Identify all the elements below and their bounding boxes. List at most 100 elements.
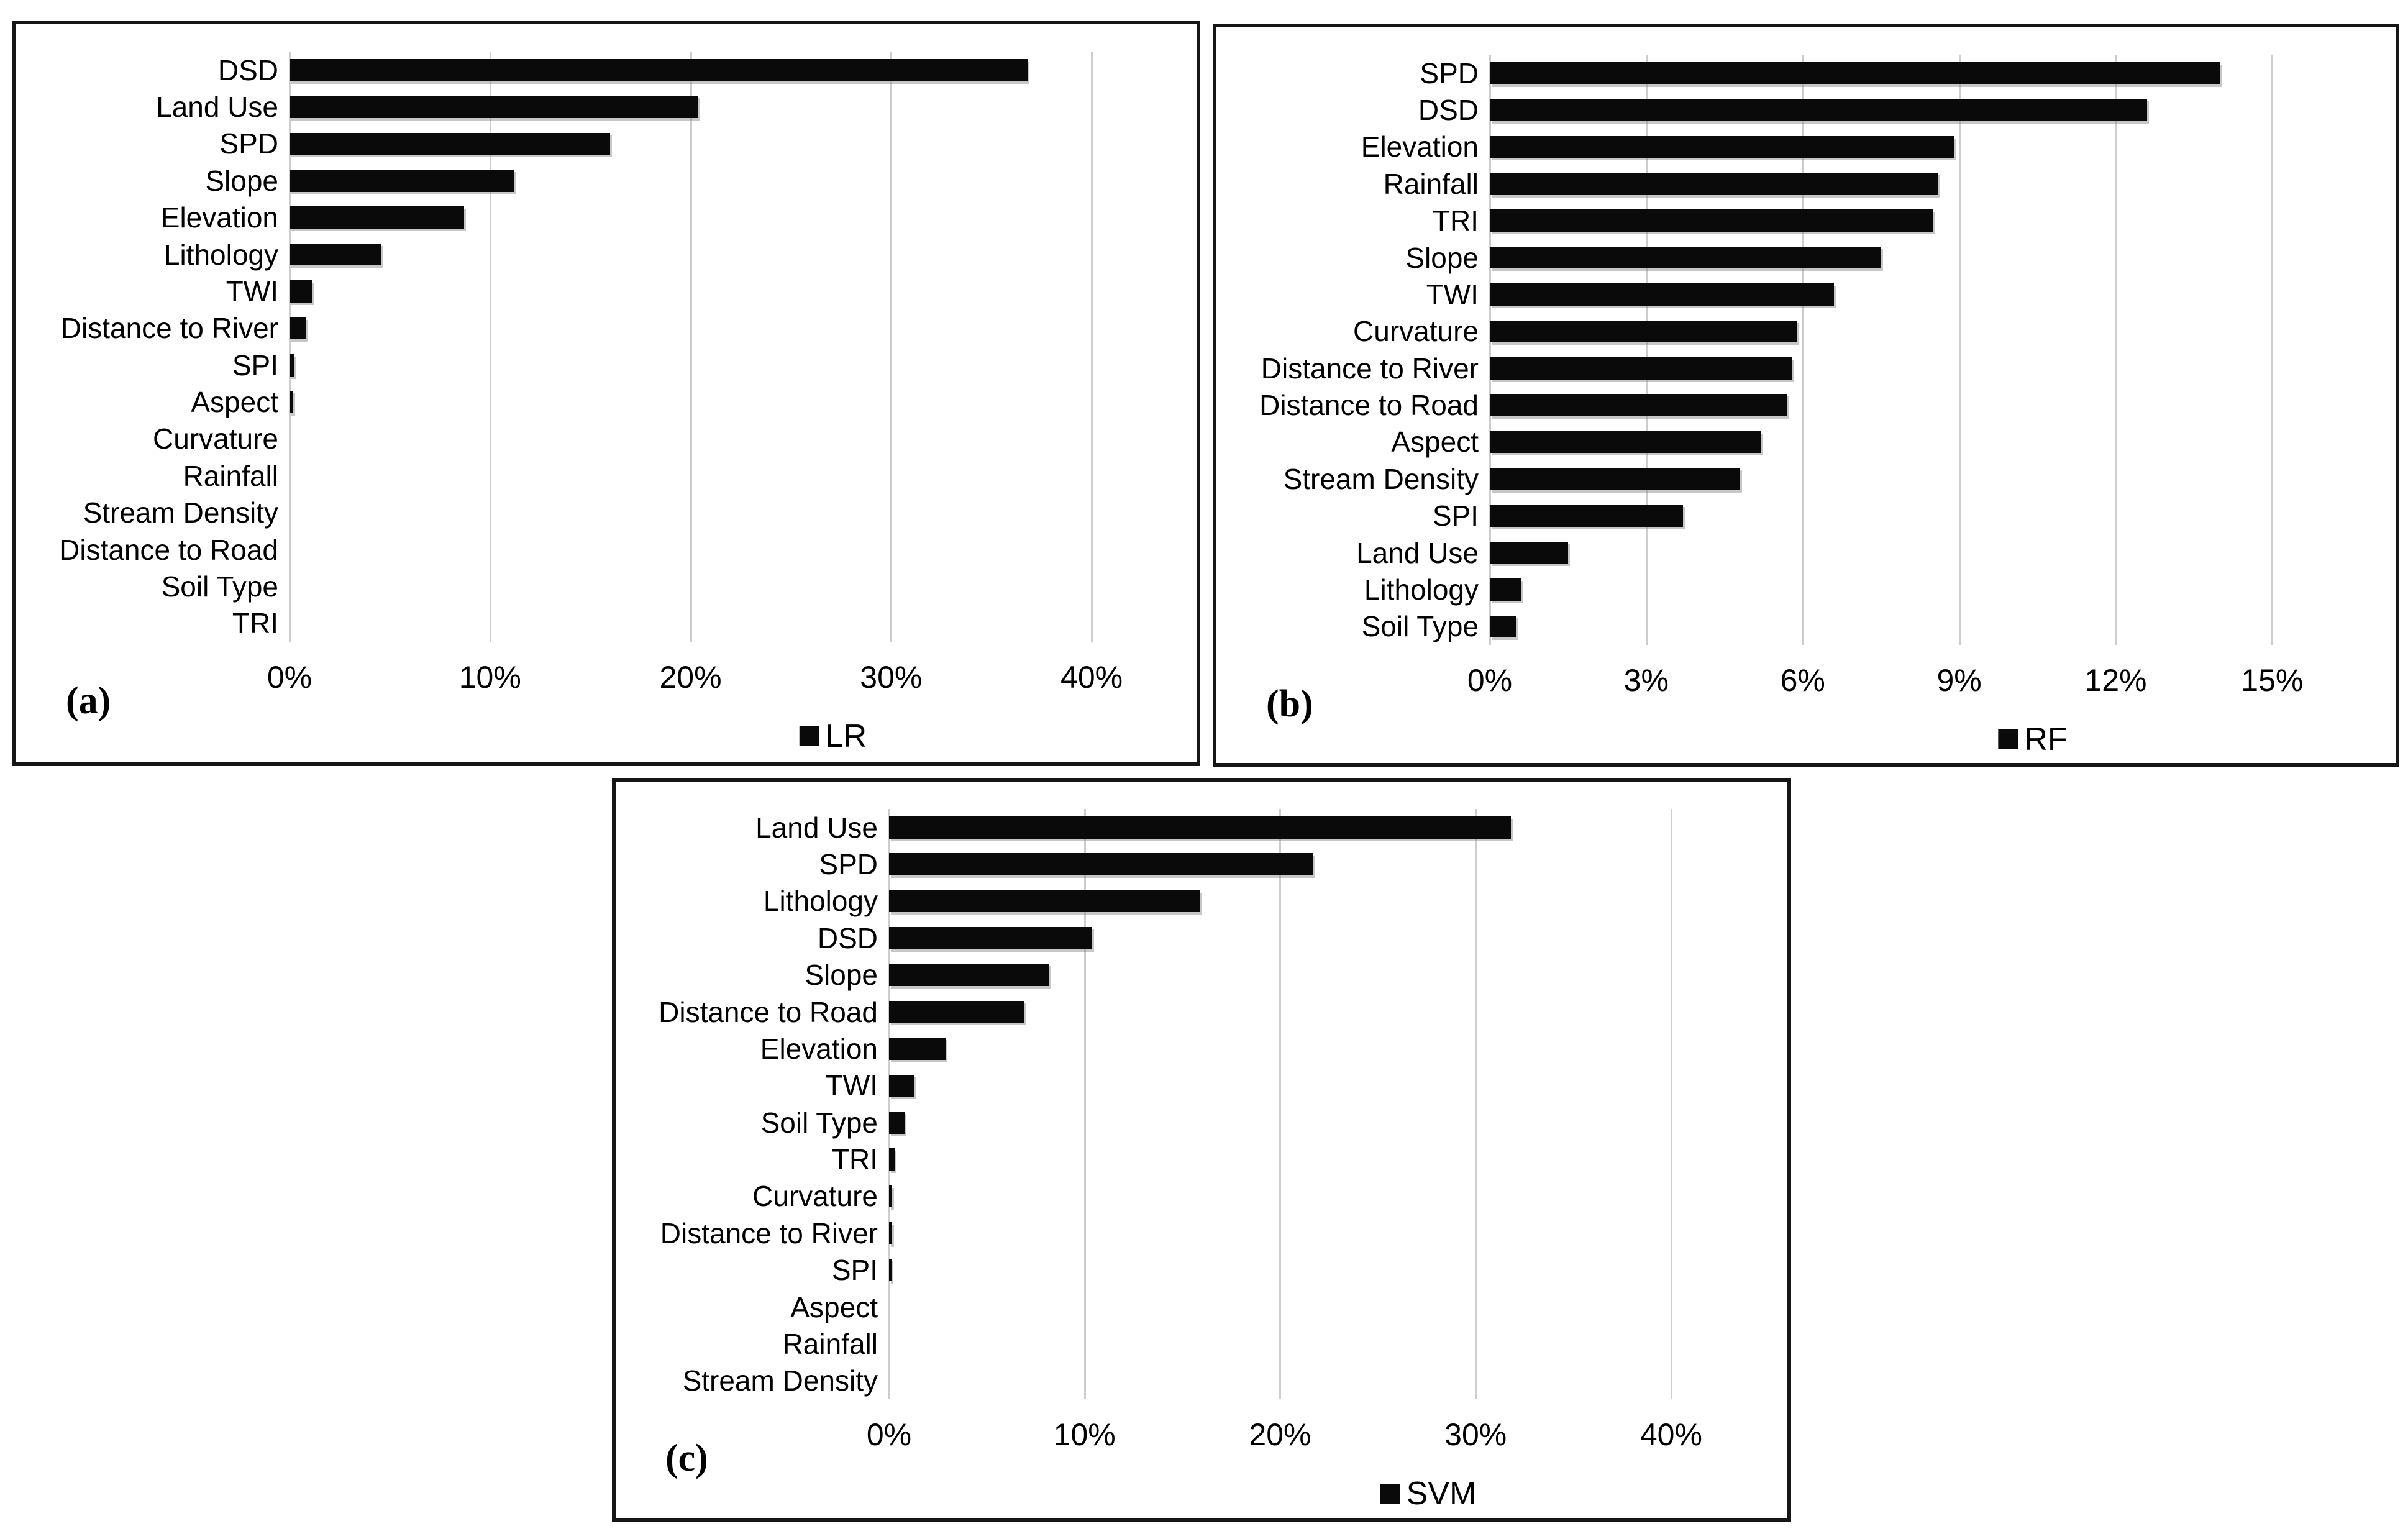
- bar: [1490, 62, 2220, 84]
- bar: [290, 280, 312, 303]
- bar: [290, 354, 295, 377]
- gridlines: [888, 809, 1779, 1399]
- category-label: Aspect: [790, 1290, 878, 1323]
- bar: [1490, 320, 1798, 343]
- plot-area: Land Use SPD Lithology DSD Slope Distance to …: [616, 809, 1779, 1399]
- bar: [290, 206, 464, 229]
- bar: [889, 1222, 892, 1244]
- chart-row: TRI: [1216, 203, 2387, 239]
- bar-track: [1490, 571, 2387, 608]
- legend-label: SVM: [1406, 1476, 1477, 1512]
- chart-row: Slope: [16, 162, 1188, 199]
- chart-row: TWI: [16, 273, 1188, 309]
- category-label: Elevation: [1361, 130, 1479, 163]
- bar: [290, 170, 514, 192]
- bar-track: [1490, 424, 2387, 460]
- category-label: SPI: [831, 1254, 878, 1287]
- bar: [1490, 357, 1792, 380]
- category-label: Curvature: [153, 422, 278, 455]
- plot-area: DSD Land Use SPD Slope Elevation Lithology TWI…: [16, 52, 1188, 642]
- bar: [889, 1000, 1024, 1023]
- gridline: [1489, 55, 1491, 645]
- chart-row: DSD: [616, 920, 1779, 956]
- bar-track: [889, 846, 1779, 882]
- bar-track: [1490, 313, 2387, 350]
- chart-row: Curvature: [616, 1178, 1779, 1215]
- bar: [1490, 209, 1933, 232]
- bar-track: [889, 1325, 1779, 1362]
- bar-track: [290, 347, 1188, 383]
- chart-row: Elevation: [16, 199, 1188, 236]
- bar: [290, 391, 293, 413]
- category-label: Soil Type: [1361, 610, 1479, 643]
- category-label: Rainfall: [782, 1327, 878, 1360]
- bar: [1490, 615, 1516, 638]
- category-label: SPD: [219, 127, 278, 160]
- chart-row: Land Use: [1216, 534, 2387, 571]
- bar: [290, 132, 611, 155]
- category-label: Distance to Road: [659, 995, 878, 1028]
- category-label: SPD: [1420, 57, 1479, 89]
- chart-row: Distance to Road: [616, 993, 1779, 1030]
- gridline: [289, 52, 291, 642]
- chart-row: DSD: [16, 52, 1188, 88]
- chart-row: TWI: [1216, 276, 2387, 313]
- bar: [889, 853, 1313, 875]
- x-axis-tick-label: 20%: [1249, 1417, 1311, 1452]
- x-axis-tick-label: 40%: [1060, 660, 1123, 695]
- bar-track: [1490, 203, 2387, 239]
- chart-row: Stream Density: [616, 1363, 1779, 1399]
- chart-row: Slope: [1216, 239, 2387, 276]
- bar-track: [889, 920, 1779, 956]
- legend-marker-icon: [1998, 729, 2018, 749]
- panel-letter: (b): [1266, 683, 1313, 725]
- chart-row: SPI: [16, 347, 1188, 383]
- bar: [1490, 99, 2147, 121]
- bar: [889, 890, 1200, 913]
- bar: [889, 1038, 946, 1060]
- x-axis-tick-label: 9%: [1936, 663, 1982, 698]
- legend-marker-icon: [1380, 1484, 1400, 1504]
- category-label: SPI: [232, 349, 278, 381]
- category-label: Slope: [205, 164, 278, 197]
- bar-track: [889, 1363, 1779, 1399]
- chart-row: Curvature: [1216, 313, 2387, 350]
- chart-row: Stream Density: [1216, 460, 2387, 497]
- bar-track: [290, 310, 1188, 347]
- category-label: DSD: [1418, 94, 1479, 127]
- chart-row: SPD: [616, 846, 1779, 882]
- chart-row: Elevation: [1216, 129, 2387, 165]
- category-label: Lithology: [763, 885, 878, 918]
- chart-row: Soil Type: [616, 1104, 1779, 1141]
- chart-row: Aspect: [16, 383, 1188, 420]
- bar-track: [889, 1067, 1779, 1104]
- bar: [290, 243, 382, 266]
- x-axis-tick-label: 40%: [1640, 1417, 1702, 1452]
- bar-track: [1490, 129, 2387, 165]
- bar-track: [1490, 608, 2387, 645]
- bar-track: [290, 531, 1188, 568]
- category-label: TWI: [1426, 278, 1479, 311]
- category-label: Aspect: [191, 386, 278, 419]
- bar: [889, 816, 1511, 839]
- bar-track: [290, 421, 1188, 457]
- bar-track: [290, 88, 1188, 125]
- chart-row: SPD: [16, 126, 1188, 162]
- bar-track: [290, 236, 1188, 273]
- x-axis-tick-label: 3%: [1623, 663, 1669, 698]
- bar-rows: Land Use SPD Lithology DSD Slope Distance to …: [616, 809, 1779, 1399]
- x-axis-tick-label: 10%: [1053, 1417, 1116, 1452]
- gridlines: [289, 52, 1188, 642]
- category-label: SPI: [1432, 500, 1479, 532]
- category-label: Elevation: [760, 1032, 878, 1065]
- legend: SVM: [1380, 1476, 1477, 1512]
- legend-label: LR: [825, 718, 867, 754]
- bar: [889, 1111, 905, 1134]
- bar-track: [1490, 239, 2387, 276]
- category-label: Curvature: [1353, 315, 1479, 348]
- gridline: [2115, 55, 2117, 645]
- chart-row: Elevation: [616, 1030, 1779, 1067]
- gridline: [1645, 55, 1648, 645]
- chart-row: Soil Type: [1216, 608, 2387, 645]
- bar-track: [1490, 386, 2387, 423]
